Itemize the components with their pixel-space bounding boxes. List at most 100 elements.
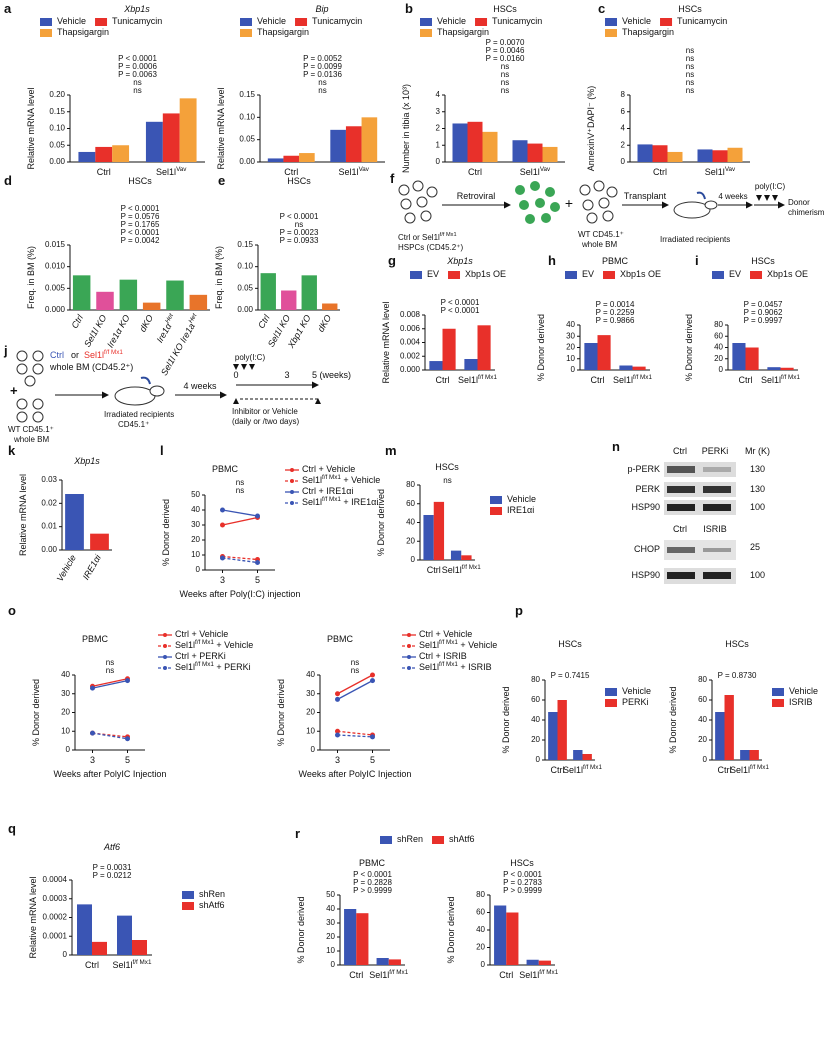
superscript: f/f Mx1 [583,764,602,771]
text-part: Ctrl [499,970,513,980]
text-part: ns [686,70,694,79]
text-part: Ctrl + ISRIB [419,651,467,661]
y-tick-label: 40 [531,715,540,724]
text-part: PERKi [702,446,729,456]
legend-label: Xbp1s OE [465,269,506,279]
text-part: IRE1αi [81,552,104,581]
text-part: HSCs [678,4,702,14]
significance-label: P = 0.0031 [93,863,132,872]
y-tick-label: 20 [406,536,415,545]
text-part: % Donor derived [276,679,286,746]
text-part: Freq. in BM (%) [26,246,36,309]
chart-title: Bip [315,4,328,14]
legend-marker [290,501,294,505]
text-part: P = 0.1765 [121,220,160,229]
superscript: f/f Mx1 [439,639,458,646]
text-part: Ctrl [591,375,605,385]
text-part: Inhibitor or Vehicle [232,407,298,416]
y-tick-label: 60 [698,695,707,704]
y-tick-label: 0.20 [49,90,65,99]
point [125,678,130,684]
bar [65,494,84,550]
significance-label: ns [501,62,509,71]
text-part: EV [729,269,741,279]
y-tick-label: 0.002 [400,351,421,360]
text-part: 0.10 [49,124,65,133]
text-part: P > 0.9999 [353,886,392,895]
text-part: Donor [788,198,810,207]
text-part: 80 [406,480,415,489]
lane-label: Ctrl [673,524,687,534]
y-tick-label: 2 [436,124,441,133]
text-part: 0.15 [237,240,253,249]
cell-label: whole BM (CD45.2⁺) [49,362,133,372]
bar [464,359,478,370]
band [703,572,731,579]
recipient-label: CD45.1⁺ [118,420,149,429]
bar [637,144,653,162]
text-part: ns [236,478,244,487]
text-part: ns [686,78,694,87]
text-part: 20 [531,735,540,744]
text-part: a [4,1,12,16]
legend-swatch [772,688,784,696]
text-part: 5 [125,755,130,765]
panel-letter: b [405,1,413,16]
superscript: f/f Mx1 [539,969,558,976]
text-part: shAtf6 [449,834,475,844]
text-part: % Donor derived [684,314,694,381]
text-part: n [612,439,620,454]
text-part: 0 [233,370,238,380]
recipient-label: Irradiated recipients [660,235,730,244]
text-part: 0 [311,745,316,754]
x-tick-label: Ctrl [739,375,753,385]
text-part: Ctrl + Vehicle [419,629,472,639]
text-part: r [295,826,300,841]
chart-title: HSCs [678,4,702,14]
text-part: ns [351,666,359,675]
text-part: 3 [284,370,289,380]
legend-label: Vehicle [57,16,86,26]
y-tick-label: 20 [191,535,200,544]
bar [356,913,369,965]
text-part: ns [106,666,114,675]
text-part: 10 [326,946,335,955]
y-axis-label: AnnexinV⁺DAPI⁻ (%) [586,86,596,172]
step-label: 4 weeks [183,381,217,391]
text-part: 60 [714,331,723,340]
band [703,486,731,493]
significance-label: ns [106,658,114,667]
text-part: Thapsigargin [622,27,674,37]
y-tick-label: 30 [326,918,335,927]
band [703,504,731,511]
legend-swatch [603,271,616,279]
y-tick-label: 40 [566,320,575,329]
text-part: ns [236,486,244,495]
text-part: Vehicle [57,16,86,26]
x-tick-label: Sel1lf/f Mx1 [369,969,408,980]
bar [740,750,750,760]
text-part: 60 [476,908,485,917]
text-part: q [8,821,16,836]
text-part: % Donor derived [501,686,511,753]
text-part: HSP90 [631,502,660,512]
text-part: Sel1l [520,167,540,177]
text-part: Ctrl + Vehicle [175,629,228,639]
significance-label: ns [351,658,359,667]
superscript: f/f Mx1 [195,661,214,668]
significance-label: P = 0.0046 [486,46,525,55]
y-tick-label: 0 [571,365,576,374]
text-part: Sel1l [302,475,322,485]
lane-label: ISRIB [703,524,727,534]
text-part: Ctrl [349,970,363,980]
significance-label: P < 0.0001 [503,870,542,879]
chart-title: HSCs [128,176,152,186]
significance-label: P = 0.7415 [551,671,590,680]
chart-title: HSCs [751,256,775,266]
text-part: 0 [536,755,541,764]
y-tick-label: 0 [536,755,541,764]
bar [780,367,794,370]
text-part: CHOP [634,544,660,554]
y-axis-label: Relative mRNA level [381,301,391,383]
significance-label: P = 0.9997 [744,316,783,325]
